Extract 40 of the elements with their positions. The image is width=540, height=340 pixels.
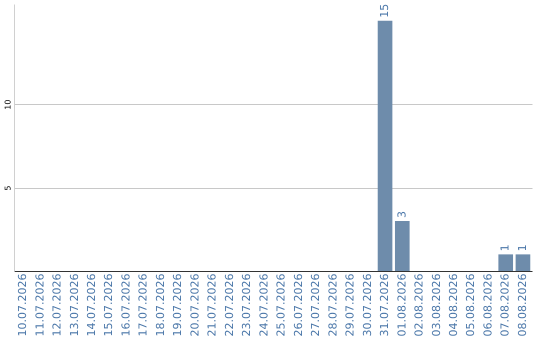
x-tick-label: 12.07.2026 <box>50 274 64 336</box>
x-tick-label: 21.07.2026 <box>206 274 219 336</box>
x-tick-label: 14.07.2026 <box>85 274 98 336</box>
x-tick-label: 18.07.2026 <box>154 274 167 336</box>
x-tick-label: 15.07.2026 <box>102 274 116 336</box>
x-tick-label: 13.07.2026 <box>68 274 81 336</box>
x-tick-label: 04.08.2026 <box>447 274 460 336</box>
x-tick-label: 11.07.2026 <box>33 274 46 336</box>
x-tick-label: 08.08.2026 <box>516 274 529 336</box>
x-tick-label: 06.08.2026 <box>481 274 494 336</box>
x-tick-label: 16.07.2026 <box>119 274 132 336</box>
data-label: 3 <box>395 210 408 218</box>
x-tick-label: 02.08.2026 <box>412 274 426 336</box>
bar <box>516 254 530 271</box>
data-label: 15 <box>378 4 392 18</box>
x-tick-label: 30.07.2026 <box>360 274 374 336</box>
x-tick-label: 22.07.2026 <box>222 274 236 336</box>
x-tick-label: 24.07.2026 <box>257 274 270 336</box>
x-tick-label: 20.07.2026 <box>188 274 202 336</box>
data-label: 1 <box>498 244 512 252</box>
x-tick-label: 05.08.2026 <box>464 274 478 336</box>
x-tick-label: 17.07.2026 <box>136 274 150 336</box>
x-tick-label: 01.08.2026 <box>395 274 408 336</box>
x-tick-label: 25.07.2026 <box>274 274 288 336</box>
x-tick-label: 23.07.2026 <box>240 274 254 336</box>
y-tick-label: 5 <box>4 186 12 191</box>
x-tick-label: 28.07.2026 <box>326 274 340 336</box>
bar <box>394 220 410 271</box>
x-tick-label: 10.07.2026 <box>16 274 30 336</box>
x-tick-label: 07.08.2026 <box>498 274 512 336</box>
x-tick-label: 19.07.2026 <box>171 274 184 336</box>
x-tick-label: 26.07.2026 <box>292 274 305 336</box>
y-tick-label: 10 <box>4 100 12 110</box>
x-tick-label: 03.08.2026 <box>430 274 443 336</box>
x-tick-label: 31.07.2026 <box>378 274 392 336</box>
x-tick-label: 27.07.2026 <box>309 274 322 336</box>
bar <box>378 20 392 271</box>
x-tick-label: 29.07.2026 <box>344 274 357 336</box>
data-label: 1 <box>516 244 529 252</box>
bar <box>498 254 514 271</box>
